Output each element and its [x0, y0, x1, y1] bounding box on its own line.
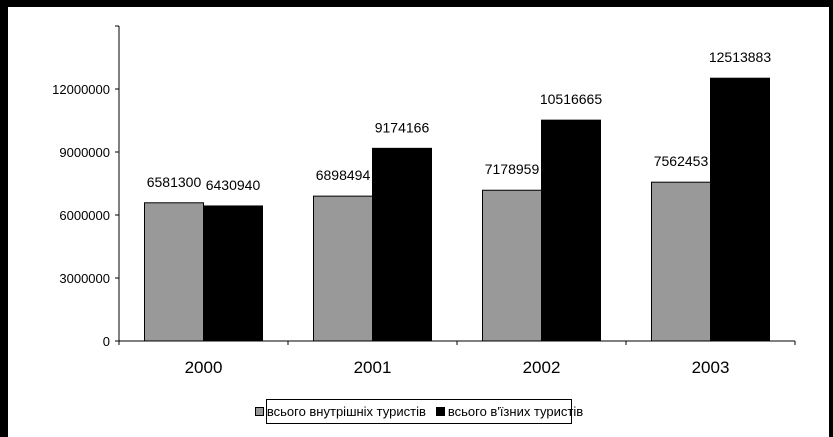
y-tick-label: 9000000	[59, 145, 110, 160]
bar-domestic-2002	[482, 189, 542, 342]
legend-swatch-black	[435, 407, 445, 416]
bar-inbound-2001	[372, 147, 432, 342]
bar-inbound-2003	[710, 77, 770, 342]
x-tick-label: 2002	[523, 358, 561, 377]
x-tick-label: 2001	[354, 358, 392, 377]
legend-label-inbound: всього в'їзних туристів	[447, 404, 584, 419]
axes	[115, 25, 796, 345]
bar-domestic-2003	[651, 181, 711, 342]
data-label: 7562453	[654, 153, 709, 169]
bar-domestic-2000	[144, 202, 204, 342]
legend-item-domestic: всього внутрішніх туристів	[254, 404, 426, 419]
bar-domestic-2001	[313, 195, 373, 342]
data-label: 9174166	[375, 119, 430, 135]
data-label: 6581300	[147, 174, 202, 190]
data-label: 6898494	[316, 167, 371, 183]
data-label: 7178959	[485, 161, 540, 177]
legend-swatch-gray	[254, 407, 264, 416]
bars	[144, 77, 770, 342]
bar-inbound-2002	[541, 119, 601, 342]
data-label: 12513883	[709, 49, 772, 65]
legend-item-inbound: всього в'їзних туристів	[435, 404, 584, 419]
bar-inbound-2000	[203, 205, 263, 342]
legend: всього внутрішніх туристів всього в'їзни…	[254, 399, 583, 424]
y-tick-label: 6000000	[59, 208, 110, 223]
y-axis-ticks: 0 3000000 6000000 9000000 12000000	[52, 82, 110, 349]
data-label: 10516665	[540, 91, 603, 107]
data-labels: 6581300 6430940 6898494 9174166 7178959 10516…	[147, 49, 772, 193]
data-label: 6430940	[206, 177, 261, 193]
x-axis-labels: 2000 2001 2002 2003	[185, 358, 730, 377]
y-tick-label: 0	[103, 334, 110, 349]
y-tick-label: 3000000	[59, 271, 110, 286]
x-tick-label: 2003	[692, 358, 730, 377]
x-tick-label: 2000	[185, 358, 223, 377]
legend-label-domestic: всього внутрішніх туристів	[266, 404, 426, 419]
y-tick-label: 12000000	[52, 82, 110, 97]
